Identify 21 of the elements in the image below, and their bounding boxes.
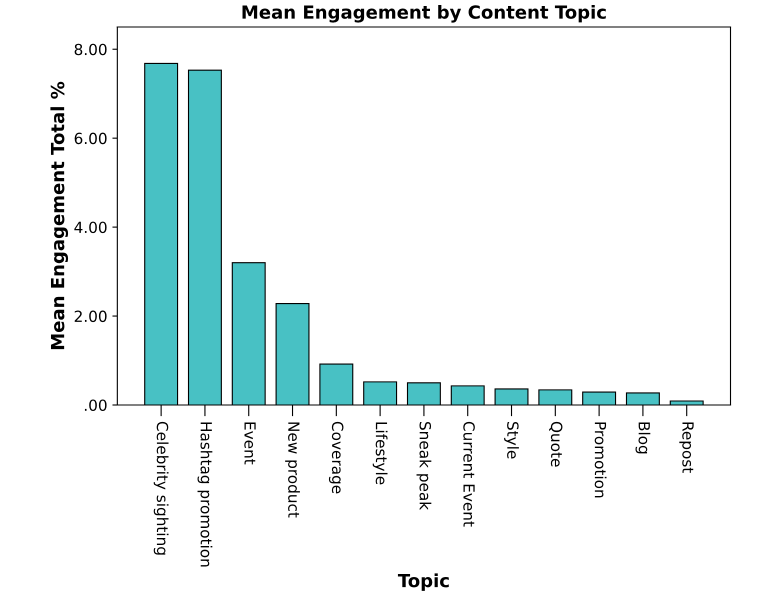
x-tick-label: Coverage xyxy=(328,422,344,494)
y-tick-label: 6.00 xyxy=(74,132,107,144)
x-tick-label: Promotion xyxy=(594,422,607,498)
x-tick-label: Celebrity sighting xyxy=(154,422,169,555)
x-tick-label: Current Event xyxy=(463,422,475,527)
x-tick-label: Hashtag promotion xyxy=(198,422,212,567)
x-tick-label: New product xyxy=(285,422,300,518)
x-tick-label: Lifestyle xyxy=(372,422,388,484)
x-tick-label: Sneak peak xyxy=(416,422,432,510)
x-tick-label: Repost xyxy=(679,422,694,473)
y-tick-label: 2.00 xyxy=(74,310,107,322)
x-tick-label: Quote xyxy=(549,422,562,467)
x-tick-label: Event xyxy=(244,422,256,464)
x-axis-title: Topic xyxy=(398,573,449,591)
y-tick-label: 4.00 xyxy=(74,222,107,234)
y-tick-label: .00 xyxy=(84,399,107,412)
y-tick-label: 8.00 xyxy=(74,44,107,56)
y-axis-title: Mean Engagement Total % xyxy=(50,82,68,350)
x-tick-label: Style xyxy=(504,422,519,459)
x-tick-label: Blog xyxy=(636,422,650,454)
chart-title: Mean Engagement by Content Topic xyxy=(242,4,606,23)
